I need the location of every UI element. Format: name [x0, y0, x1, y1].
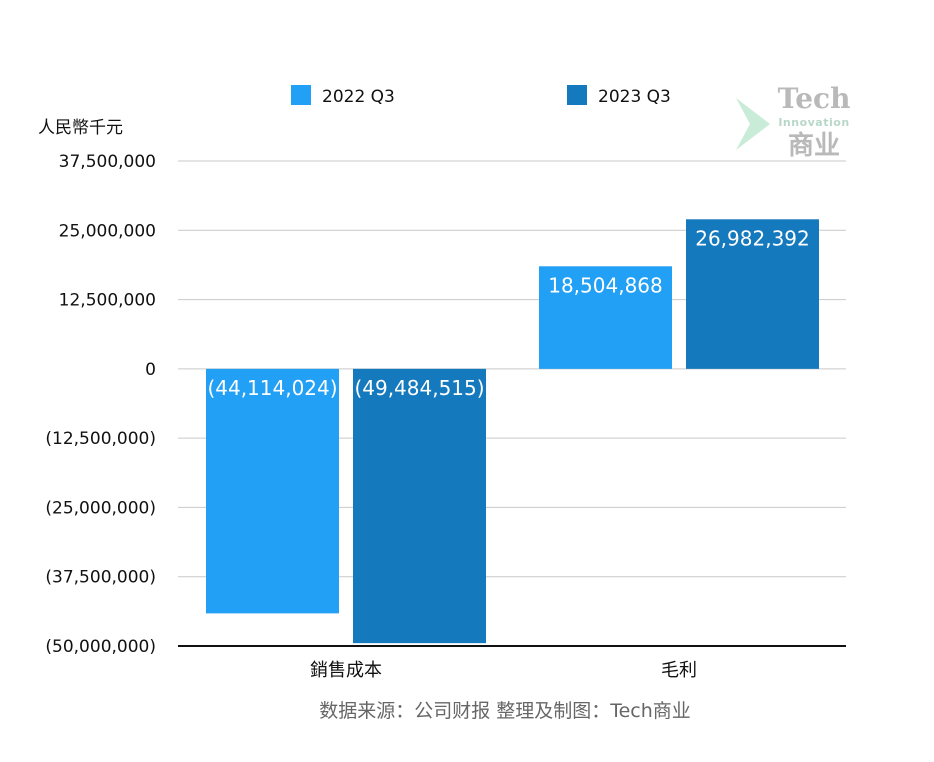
- y-tick-label: 37,500,000: [59, 152, 156, 172]
- watermark-arrow-icon: [736, 98, 770, 150]
- bar: [686, 219, 819, 369]
- y-axis-unit-label: 人民幣千元: [38, 118, 123, 138]
- legend: 2022 Q3 2023 Q3: [291, 85, 671, 107]
- watermark-logo: Tech Innovation 商业: [736, 82, 850, 161]
- watermark-title: Tech: [778, 82, 851, 115]
- data-labels: (44,114,024) (49,484,515) 18,504,868 26,982…: [207, 226, 809, 400]
- x-axis-categories: 銷售成本 毛利: [310, 660, 697, 681]
- data-label: 18,504,868: [548, 273, 663, 297]
- y-tick-label: 0: [145, 360, 156, 380]
- y-tick-label: (37,500,000): [45, 568, 156, 588]
- legend-swatch-2023-q3: [567, 85, 587, 105]
- legend-label-2023-q3: 2023 Q3: [598, 87, 671, 107]
- y-tick-label: (12,500,000): [45, 429, 156, 449]
- bar: [539, 266, 672, 369]
- y-tick-label: 12,500,000: [59, 291, 156, 311]
- watermark-chinese: 商业: [788, 130, 840, 161]
- bars: [206, 219, 819, 644]
- source-note: 数据来源：公司财报 整理及制图：Tech商业: [319, 700, 691, 722]
- y-tick-label: (50,000,000): [45, 637, 156, 657]
- y-axis-ticks: 37,500,000 25,000,000 12,500,000 0 (12,500,0…: [45, 152, 156, 657]
- bar: [206, 368, 339, 614]
- x-category-label: 銷售成本: [310, 660, 382, 681]
- data-label: 26,982,392: [695, 226, 810, 250]
- watermark-subtitle: Innovation: [778, 116, 849, 129]
- data-label: (49,484,515): [354, 376, 484, 400]
- bar: [353, 368, 486, 644]
- legend-label-2022-q3: 2022 Q3: [322, 87, 395, 107]
- y-tick-label: 25,000,000: [59, 221, 156, 241]
- x-category-label: 毛利: [661, 660, 697, 681]
- legend-swatch-2022-q3: [291, 85, 311, 105]
- data-label: (44,114,024): [207, 376, 337, 400]
- y-tick-label: (25,000,000): [45, 498, 156, 518]
